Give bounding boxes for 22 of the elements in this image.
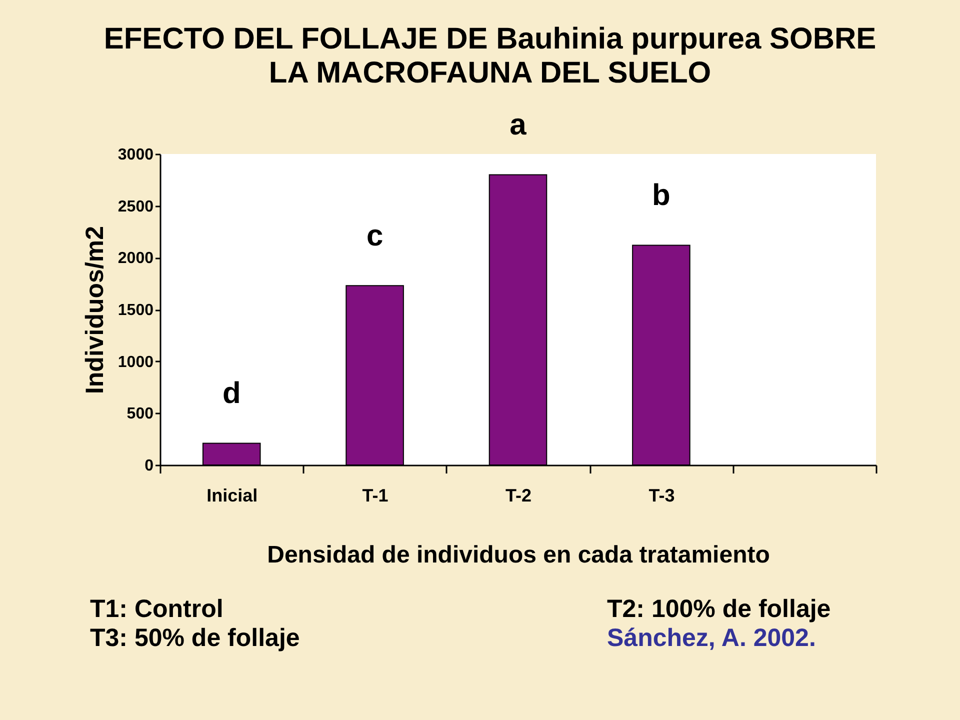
y-axis-title: Individuos/m2 (80, 226, 109, 394)
chart-title: EFECTO DEL FOLLAJE DE Bauhinia purpurea SOBRE LA MACROFAUNA DEL SUELO (104, 22, 876, 90)
x-tick-label: T-2 (505, 486, 532, 506)
x-tick-label: Inicial (206, 486, 258, 506)
y-tick-label: 1000 (118, 354, 154, 371)
annotation: b (652, 179, 670, 212)
x-axis-title: Densidad de individuos en cada tratamiento (267, 542, 770, 568)
y-tick-label: 500 (126, 406, 154, 423)
text: T3: 50% de follaje (90, 624, 300, 652)
y-tick-label: 1500 (118, 302, 154, 319)
text: T2: 100% de follaje (607, 595, 831, 623)
y-tick-label: 2500 (118, 198, 154, 216)
text: T1: Control (90, 595, 224, 623)
y-tick-label: 3000 (118, 146, 154, 164)
annotation: c (366, 220, 384, 253)
annotation: d (222, 377, 241, 410)
x-tick-label: T-3 (648, 486, 675, 506)
y-tick-label: 0 (144, 458, 154, 474)
y-tick-label: 2000 (118, 250, 154, 268)
annotation: a (510, 108, 527, 142)
x-tick-label: T-1 (362, 486, 388, 506)
text: Sánchez, A. 2002. (607, 624, 816, 652)
